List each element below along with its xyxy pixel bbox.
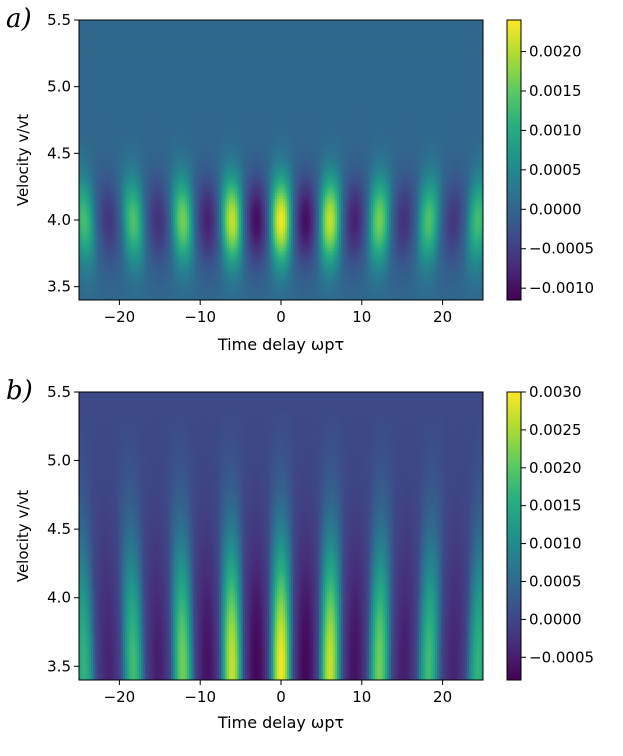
panel-a: a) −20 −10 0 10 20 3.54.04.55.05.5 Time dela… xyxy=(6,4,594,354)
panel-a-letter: a) xyxy=(6,4,32,34)
heatmap-a xyxy=(79,20,484,301)
